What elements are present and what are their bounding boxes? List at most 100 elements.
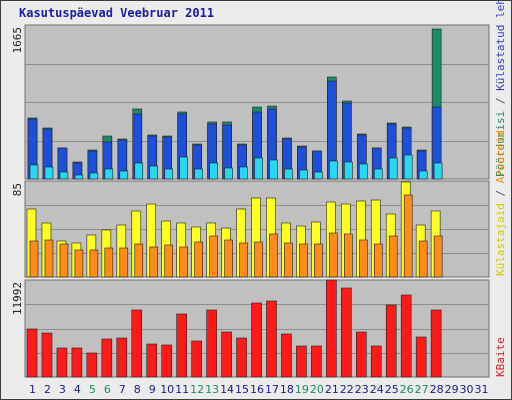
kbytes-bar-day-18 [281, 333, 292, 378]
sites-bar-day-1 [29, 240, 39, 278]
sites-bar-day-3 [59, 243, 69, 278]
kbytes-bar-day-10 [161, 344, 173, 378]
sites-bar-day-27 [418, 240, 428, 278]
sites-bar-day-5 [89, 249, 99, 278]
day-tick-10: 10 [160, 383, 174, 396]
pages-bar-day-20 [314, 171, 323, 180]
pages-bar-day-15 [239, 166, 248, 180]
pages-bar-day-8 [134, 162, 144, 180]
visitors-ymax-label: 85 [11, 183, 24, 196]
pages-bar-day-28 [433, 162, 443, 180]
sites-bar-day-18 [284, 242, 293, 278]
pages-bar-day-10 [164, 168, 174, 180]
pages-bar-day-22 [344, 161, 353, 180]
pages-bar-day-4 [74, 174, 84, 180]
sites-bar-day-6 [104, 247, 114, 278]
kbytes-bar-day-3 [56, 347, 68, 378]
sites-bar-day-8 [134, 243, 144, 278]
legend-visits-pages-files-part-0: Pöördumisi [494, 111, 507, 177]
day-tick-14: 14 [220, 383, 234, 396]
day-tick-31: 31 [475, 383, 489, 396]
kbytes-bar-day-20 [311, 345, 322, 378]
pages-bar-day-19 [299, 169, 308, 180]
day-tick-4: 4 [74, 383, 81, 396]
pages-bar-day-25 [388, 157, 398, 180]
sites-bar-day-21 [329, 232, 338, 278]
day-tick-29: 29 [445, 383, 459, 396]
kbytes-bar-day-25 [385, 304, 397, 378]
sites-bar-day-10 [164, 244, 174, 278]
kbytes-bar-day-9 [146, 343, 158, 378]
kbytes-bar-day-26 [400, 294, 412, 378]
pages-bar-day-21 [329, 160, 338, 180]
kbytes-bar-day-24 [370, 345, 382, 378]
legend-kbytes: KBaite [494, 337, 507, 377]
pages-bar-day-14 [224, 167, 233, 180]
pages-bar-day-2 [44, 166, 54, 180]
pages-bar-day-16 [254, 157, 263, 180]
sites-bar-day-13 [209, 235, 218, 278]
day-tick-8: 8 [134, 383, 141, 396]
pages-bar-day-7 [119, 170, 129, 180]
pages-bar-day-18 [284, 168, 293, 180]
day-tick-17: 17 [265, 383, 279, 396]
kbytes-bar-day-28 [430, 309, 442, 378]
pages-bar-day-1 [29, 164, 39, 180]
day-tick-9: 9 [149, 383, 156, 396]
kbytes-bar-day-8 [131, 309, 143, 378]
chart-title: Kasutuspäevad Veebruar 2011 [19, 6, 215, 20]
day-tick-13: 13 [205, 383, 219, 396]
legend-visitors-part-2: Arvuteid [494, 130, 507, 183]
sites-bar-day-4 [74, 249, 84, 278]
sites-bar-day-20 [314, 243, 323, 278]
kbytes-bar-day-22 [341, 287, 352, 378]
kbytes-bar-day-21 [326, 279, 337, 378]
pages-bar-day-9 [149, 165, 159, 180]
legend-visitors-part-0: Külastajaid [494, 203, 507, 276]
day-tick-11: 11 [175, 383, 189, 396]
legend-visits-pages-files: Pöördumisi / Külastatud lehti / Faile [494, 1, 507, 177]
day-tick-16: 16 [250, 383, 264, 396]
legend-visits-pages-files-part-2: Külastatud lehti [494, 1, 507, 91]
kbytes-bar-day-15 [236, 337, 247, 378]
day-tick-23: 23 [355, 383, 369, 396]
kbytes-bar-day-27 [415, 336, 427, 378]
pages-bar-day-3 [59, 171, 69, 180]
sites-bar-day-17 [269, 233, 278, 278]
sites-bar-day-19 [299, 243, 308, 278]
sites-bar-day-15 [239, 242, 248, 278]
day-tick-27: 27 [415, 383, 429, 396]
kbytes-bar-day-4 [71, 347, 83, 378]
kbytes-bar-day-7 [116, 337, 128, 378]
sites-bar-day-16 [254, 241, 263, 278]
day-tick-20: 20 [310, 383, 324, 396]
day-tick-6: 6 [104, 383, 111, 396]
pages-bar-day-23 [358, 163, 368, 180]
kbytes-bar-day-23 [355, 331, 367, 378]
sites-bar-day-12 [194, 241, 203, 278]
sites-bar-day-25 [388, 235, 398, 278]
legend-visits-pages-files-part-1: / [494, 91, 507, 111]
legend-visitors-part-1: / [494, 183, 507, 203]
day-tick-18: 18 [280, 383, 294, 396]
pages-bar-day-26 [403, 154, 413, 180]
day-tick-19: 19 [295, 383, 309, 396]
day-tick-2: 2 [44, 383, 51, 396]
sites-bar-day-2 [44, 239, 54, 278]
kbytes-bar-day-19 [296, 345, 307, 378]
day-tick-3: 3 [59, 383, 66, 396]
sites-bar-day-7 [119, 247, 129, 278]
kbytes-bar-day-11 [176, 313, 187, 378]
legend-visitors: Külastajaid / Arvuteid [494, 130, 507, 276]
day-tick-21: 21 [325, 383, 339, 396]
pages-bar-day-11 [179, 156, 188, 180]
pages-bar-day-6 [104, 168, 114, 180]
day-tick-5: 5 [89, 383, 96, 396]
day-tick-12: 12 [190, 383, 204, 396]
kbytes-bar-day-6 [101, 338, 113, 378]
day-tick-22: 22 [340, 383, 354, 396]
kbytes-bar-day-14 [221, 331, 232, 378]
sites-bar-day-23 [358, 239, 368, 278]
